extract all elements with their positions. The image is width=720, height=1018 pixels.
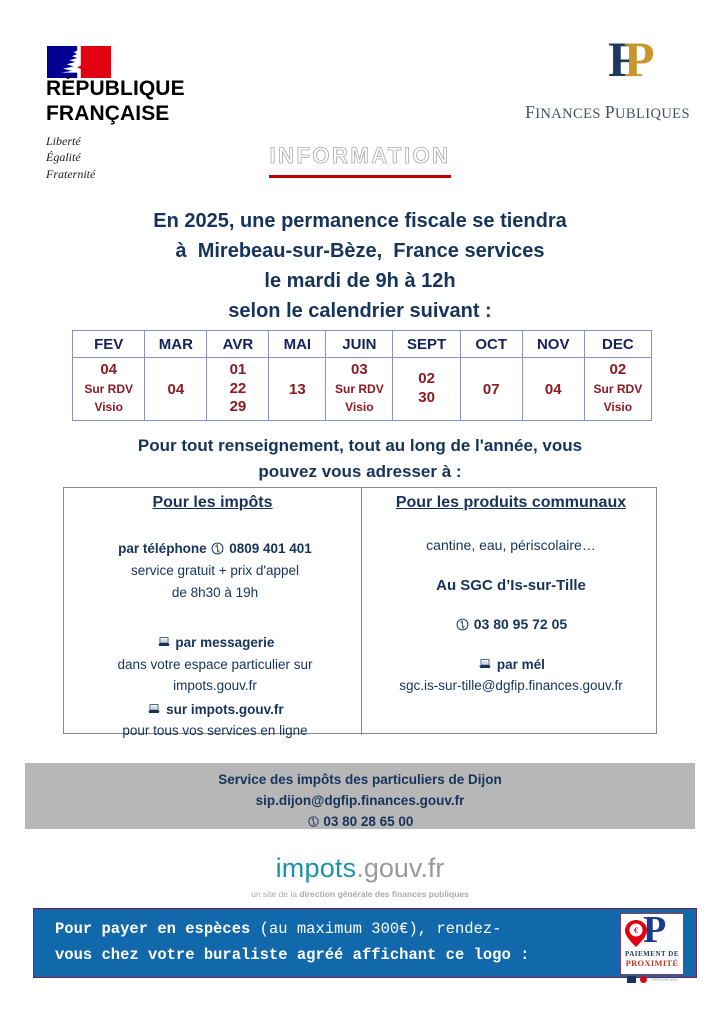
svg-text:€: € bbox=[634, 926, 638, 935]
